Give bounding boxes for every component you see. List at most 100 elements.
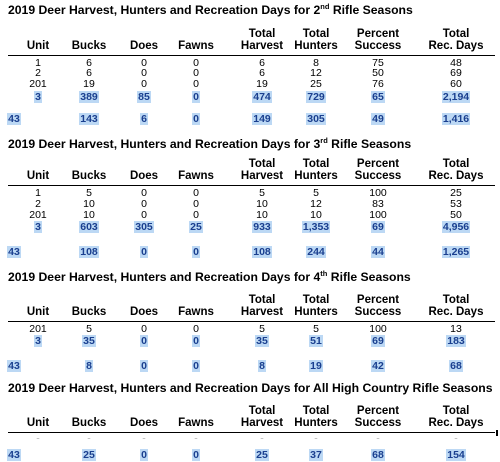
table-cell: 53: [450, 198, 462, 210]
header-rule: [8, 432, 495, 433]
table-cell: 60: [450, 78, 462, 90]
column-header: Percent Success: [354, 294, 402, 318]
unit-43-cell: 68: [371, 449, 385, 461]
edge-tick: [496, 430, 498, 436]
table-cell: 6: [86, 67, 92, 79]
section-title: 2019 Deer Harvest, Hunters and Recreatio…: [8, 3, 413, 17]
table-cell: 389: [79, 91, 99, 103]
unit-43-cell: 43: [7, 113, 21, 125]
unit-43-cell: 49: [371, 113, 385, 125]
table-cell: 25: [310, 78, 322, 90]
header-rule: [8, 185, 495, 186]
table-cell: 50: [450, 209, 462, 221]
table-cell: 75: [372, 57, 384, 69]
section-title: 2019 Deer Harvest, Hunters and Recreatio…: [8, 381, 493, 395]
clipped-row-fragment: -: [104, 434, 184, 439]
table-cell: 0: [141, 209, 147, 221]
table-cell: 13: [450, 323, 462, 335]
unit-43-cell: 0: [140, 246, 148, 258]
table-cell: 0: [141, 187, 147, 199]
column-header: Unit: [26, 40, 50, 52]
table-cell: 5: [313, 187, 319, 199]
table-cell: 603: [79, 221, 99, 233]
table-cell: 0: [193, 187, 199, 199]
table-cell: 1: [35, 57, 41, 69]
table-cell: 5: [86, 323, 92, 335]
column-header: Fawns: [178, 40, 214, 52]
column-header: Total Harvest: [240, 294, 284, 318]
table-cell: 12: [310, 198, 322, 210]
column-header: Total Rec. Days: [428, 158, 484, 182]
column-header: Percent Success: [354, 158, 402, 182]
section-title-ordinal: nd: [320, 2, 330, 11]
clipped-row-fragment: -: [416, 434, 496, 439]
table-cell: 474: [252, 91, 272, 103]
table-cell: 10: [310, 209, 322, 221]
unit-43-cell: 0: [140, 360, 148, 372]
section-title-ordinal: th: [320, 269, 328, 278]
column-header: Total Hunters: [294, 405, 338, 429]
table-cell: 183: [446, 335, 466, 347]
table-cell: 2: [35, 67, 41, 79]
unit-43-cell: 143: [79, 113, 99, 125]
column-header: Total Rec. Days: [428, 294, 484, 318]
column-header: Percent Success: [354, 28, 402, 52]
table-cell: 8: [313, 57, 319, 69]
column-header: Unit: [26, 306, 50, 318]
table-cell: 10: [256, 209, 268, 221]
unit-43-cell: 0: [192, 449, 200, 461]
table-cell: 0: [192, 335, 200, 347]
unit-43-cell: 44: [371, 246, 385, 258]
table-cell: 10: [83, 209, 95, 221]
table-cell: 0: [141, 78, 147, 90]
section-title-text: 2019 Deer Harvest, Hunters and Recreatio…: [8, 137, 321, 151]
unit-43-cell: 149: [252, 113, 272, 125]
column-header: Total Harvest: [240, 405, 284, 429]
table-cell: 201: [29, 323, 47, 335]
table-cell: 0: [140, 335, 148, 347]
unit-43-cell: 19: [309, 360, 323, 372]
column-header: Total Hunters: [294, 158, 338, 182]
table-cell: 5: [313, 323, 319, 335]
table-cell: 35: [82, 335, 96, 347]
section-title-suffix: Rifle Seasons: [329, 3, 413, 17]
unit-43-cell: 25: [255, 449, 269, 461]
table-cell: 35: [255, 335, 269, 347]
unit-43-cell: 8: [258, 360, 266, 372]
table-cell: 305: [134, 221, 154, 233]
section-title-suffix: Rifle Seasons: [327, 270, 411, 284]
header-rule: [8, 55, 495, 56]
table-cell: 100: [369, 323, 387, 335]
table-cell: 0: [141, 67, 147, 79]
column-header: Bucks: [71, 306, 107, 318]
table-cell: 12: [310, 67, 322, 79]
column-header: Total Harvest: [240, 28, 284, 52]
unit-43-cell: 154: [446, 449, 466, 461]
unit-43-cell: 108: [252, 246, 272, 258]
table-cell: 0: [141, 57, 147, 69]
column-header: Bucks: [71, 170, 107, 182]
table-cell: 5: [259, 323, 265, 335]
clipped-row-fragment: -: [338, 434, 418, 439]
table-cell: 0: [141, 323, 147, 335]
unit-43-cell: 25: [82, 449, 96, 461]
column-header: Unit: [26, 170, 50, 182]
unit-43-cell: 8: [85, 360, 93, 372]
table-cell: 3: [34, 221, 42, 233]
table-cell: 48: [450, 57, 462, 69]
table-cell: 6: [86, 57, 92, 69]
table-cell: 0: [193, 78, 199, 90]
table-cell: 10: [256, 198, 268, 210]
table-cell: 51: [309, 335, 323, 347]
unit-43-cell: 305: [306, 113, 326, 125]
section-title: 2019 Deer Harvest, Hunters and Recreatio…: [8, 137, 411, 151]
column-header: Does: [129, 306, 159, 318]
section-title-suffix: Rifle Seasons: [327, 137, 412, 151]
unit-43-cell: 0: [140, 449, 148, 461]
unit-43-cell: 0: [192, 246, 200, 258]
table-cell: 0: [193, 67, 199, 79]
table-cell: 2: [35, 198, 41, 210]
unit-43-cell: 244: [306, 246, 326, 258]
table-cell: 5: [259, 187, 265, 199]
column-header: Does: [129, 417, 159, 429]
